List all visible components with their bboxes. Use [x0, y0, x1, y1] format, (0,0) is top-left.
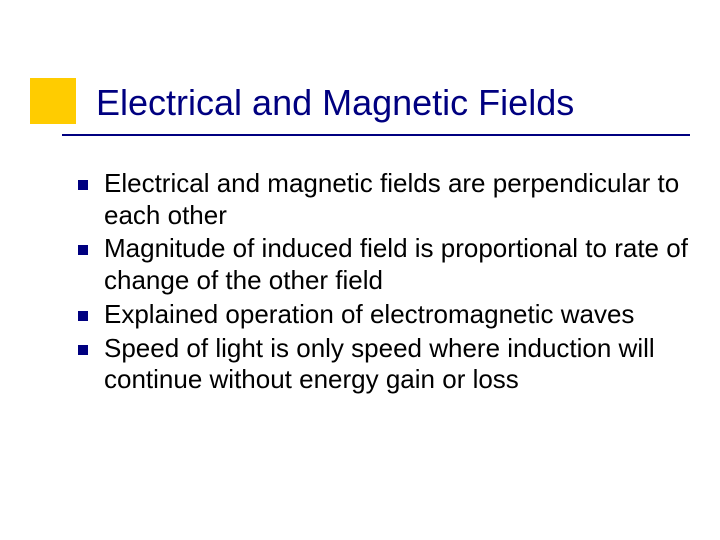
- bullet-icon: [78, 180, 88, 190]
- bullet-list: Electrical and magnetic fields are perpe…: [78, 168, 688, 398]
- bullet-icon: [78, 245, 88, 255]
- bullet-text: Speed of light is only speed where induc…: [104, 333, 688, 396]
- bullet-text: Explained operation of electromagnetic w…: [104, 299, 634, 331]
- list-item: Electrical and magnetic fields are perpe…: [78, 168, 688, 231]
- slide-title: Electrical and Magnetic Fields: [96, 82, 574, 124]
- bullet-text: Electrical and magnetic fields are perpe…: [104, 168, 688, 231]
- bullet-icon: [78, 345, 88, 355]
- list-item: Speed of light is only speed where induc…: [78, 333, 688, 396]
- title-underline: [62, 134, 690, 136]
- list-item: Magnitude of induced field is proportion…: [78, 233, 688, 296]
- accent-box: [30, 78, 76, 124]
- list-item: Explained operation of electromagnetic w…: [78, 299, 688, 331]
- bullet-icon: [78, 311, 88, 321]
- bullet-text: Magnitude of induced field is proportion…: [104, 233, 688, 296]
